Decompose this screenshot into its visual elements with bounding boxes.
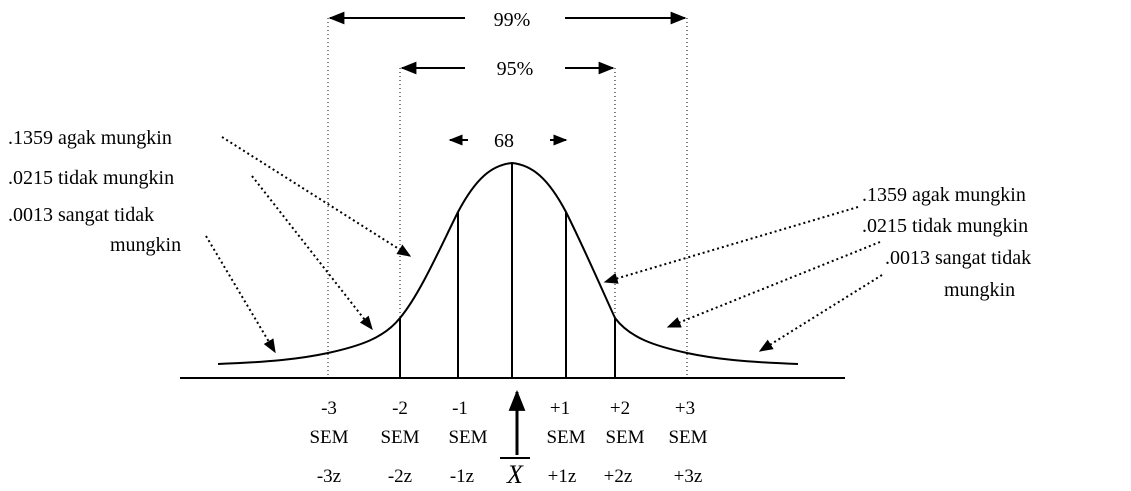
interval-99: 99% — [327, 9, 688, 378]
tick-z: +3z — [674, 466, 703, 487]
tick-top: -2 — [392, 398, 408, 419]
bell-curve — [217, 161, 799, 365]
tick-top: -3 — [321, 398, 337, 419]
tick-top: +1 — [550, 398, 570, 419]
sd-lines — [399, 163, 616, 378]
tick-sem: SEM — [668, 427, 707, 448]
tick-top: +3 — [675, 398, 695, 419]
tick-top: -1 — [452, 398, 468, 419]
tick-z: -1z — [450, 466, 474, 487]
interval-99-label: 99% — [494, 9, 531, 31]
mean-marker: X — [500, 389, 530, 489]
tick-sem: SEM — [380, 427, 419, 448]
left-label-0013: .0013 sangat tidak — [8, 204, 154, 226]
tick-top: +2 — [610, 398, 630, 419]
interval-68: 68 — [448, 130, 568, 152]
right-label-0013: .0013 sangat tidak — [885, 247, 1031, 269]
tick-z: +1z — [548, 466, 577, 487]
tick-z: -3z — [317, 466, 341, 487]
right-label-0215: .0215 tidak mungkin — [862, 215, 1028, 237]
interval-95: 95% — [399, 58, 616, 378]
interval-95-label: 95% — [497, 58, 534, 80]
tick-sem: SEM — [309, 427, 348, 448]
right-label-1359: .1359 agak mungkin — [862, 184, 1026, 206]
left-label-0215: .0215 tidak mungkin — [8, 167, 174, 189]
tick-z: +2z — [604, 466, 633, 487]
left-pointers — [205, 136, 412, 354]
tick-sem: SEM — [605, 427, 644, 448]
mean-symbol: X — [506, 460, 524, 489]
left-labels: .1359 agak mungkin .0215 tidak mungkin .… — [8, 127, 181, 256]
right-labels: .1359 agak mungkin .0215 tidak mungkin .… — [862, 184, 1031, 301]
left-label-1359: .1359 agak mungkin — [8, 127, 172, 149]
right-pointers — [603, 206, 883, 352]
tick-sem: SEM — [546, 427, 585, 448]
tick-z: -2z — [388, 466, 412, 487]
tick-sem: SEM — [448, 427, 487, 448]
left-label-0013-cont: mungkin — [110, 234, 181, 256]
tick-labels: -3 SEM -3z -2 SEM -2z -1 SEM -1z +1 SEM … — [309, 398, 707, 487]
interval-68-label: 68 — [494, 130, 514, 152]
right-label-0013-cont: mungkin — [944, 279, 1015, 301]
